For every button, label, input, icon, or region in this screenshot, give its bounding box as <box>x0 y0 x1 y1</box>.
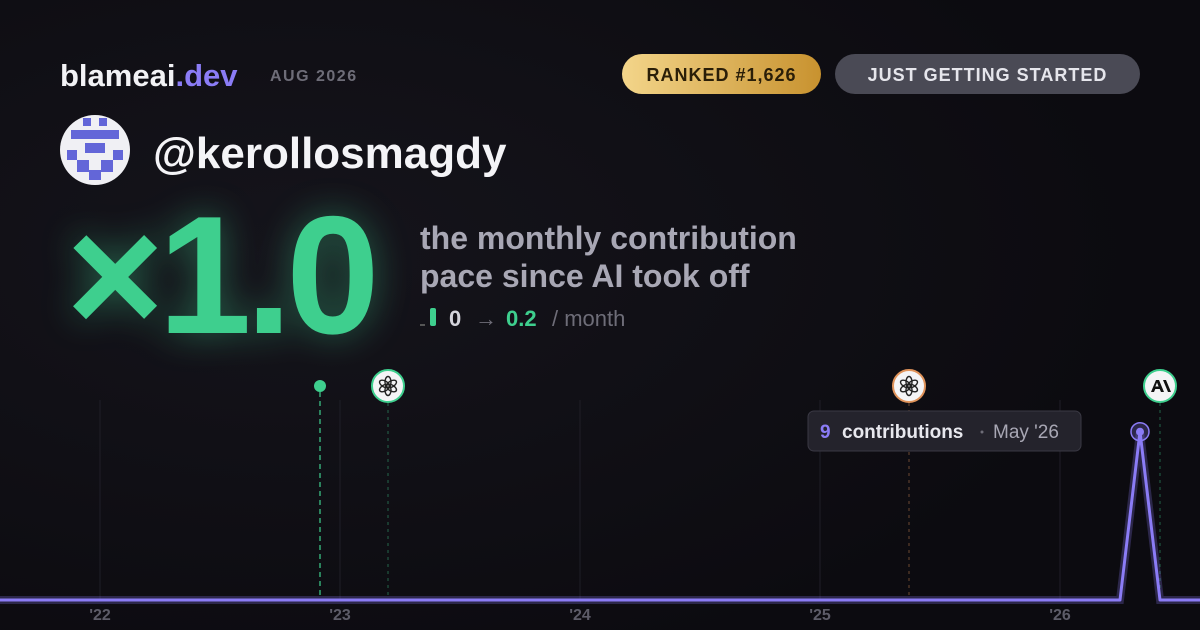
x-tick-label: '23 <box>329 607 351 624</box>
status-badge-bg <box>835 54 1140 94</box>
avatar <box>60 115 130 185</box>
tooltip-value: 9 <box>820 422 831 443</box>
timeline-chart: '22 '23 '24 '25 '26 9 contributions May '26 <box>0 369 1200 624</box>
event-icon <box>892 369 926 403</box>
brand-tld: .dev <box>175 58 238 93</box>
period: AUG 2026 <box>270 68 358 85</box>
spark-bar <box>420 324 425 326</box>
pace-arrow: → <box>475 306 497 331</box>
description-line: the monthly contribution <box>420 220 797 256</box>
brand: blameai.dev <box>60 58 238 93</box>
multiplier: ×1.0 <box>66 181 374 369</box>
rank-badge: RANKED #1,626 <box>646 65 796 85</box>
rank-badge-bg <box>622 54 821 94</box>
x-tick-label: '22 <box>89 607 111 624</box>
x-tick-label: '24 <box>569 607 591 624</box>
description-line: pace since AI took off <box>420 258 750 294</box>
peak-point <box>1136 427 1144 436</box>
event-dot <box>314 380 326 392</box>
pace-before: 0 <box>449 306 461 331</box>
tooltip: 9 contributions May '26 <box>807 410 1082 452</box>
tooltip-date: May '26 <box>993 422 1059 443</box>
event-glyph <box>1151 380 1171 392</box>
tooltip-sep <box>980 430 984 434</box>
event-icon <box>371 369 405 403</box>
pace-after: 0.2 <box>506 306 537 331</box>
x-tick-label: '25 <box>809 607 831 624</box>
x-tick-label: '26 <box>1049 607 1071 624</box>
event-glyph <box>899 379 912 389</box>
tooltip-label: contributions <box>842 422 963 443</box>
event-glyph <box>378 379 391 389</box>
brand-name: blameai <box>60 58 175 93</box>
username: @kerollosmagdy <box>153 129 507 178</box>
status-badge: JUST GETTING STARTED <box>868 65 1108 85</box>
spark-bar <box>430 308 436 326</box>
pace-unit: / month <box>552 306 625 331</box>
tooltip-box <box>807 410 1082 452</box>
